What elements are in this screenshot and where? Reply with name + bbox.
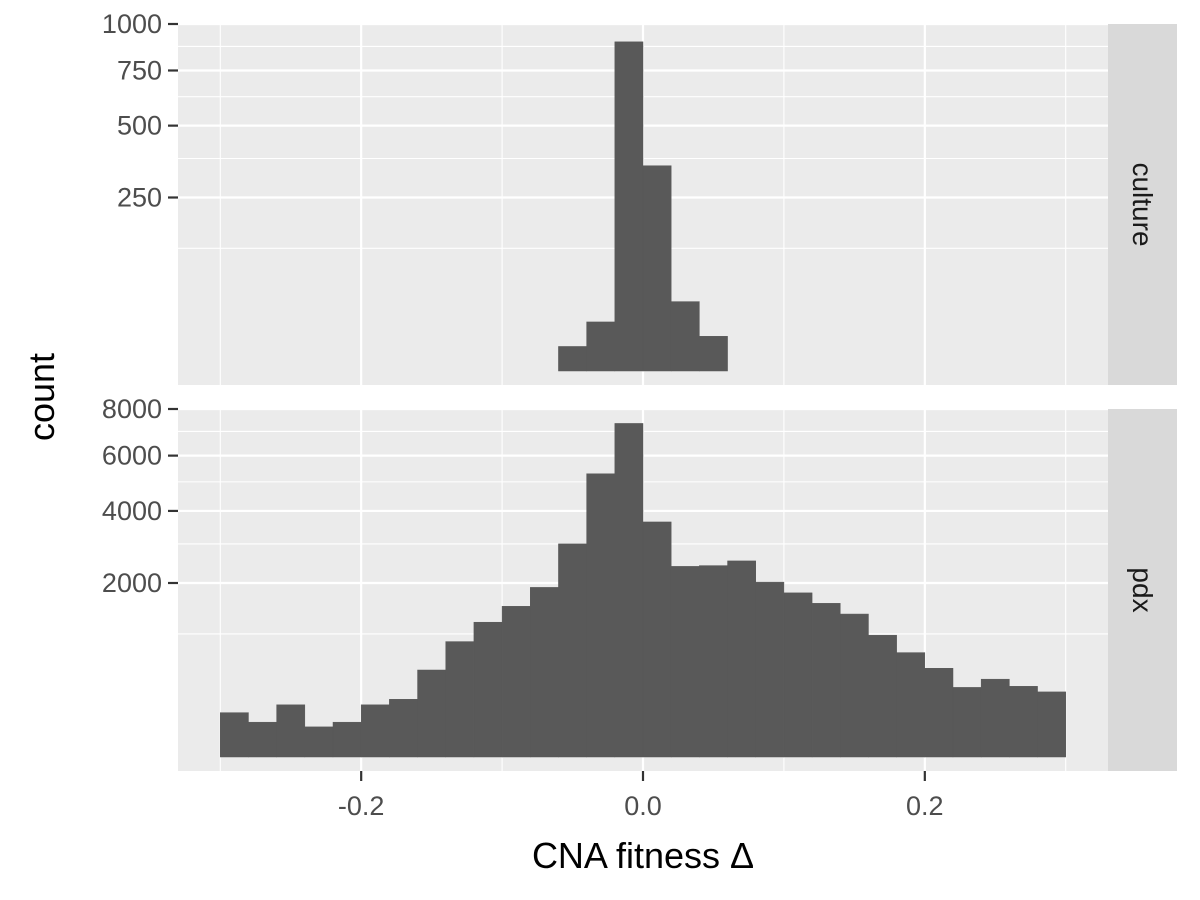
histogram-bar	[276, 704, 306, 758]
histogram-bar	[360, 704, 390, 758]
histogram-bar	[699, 336, 728, 372]
histogram-bar	[417, 669, 446, 758]
histogram-bar	[530, 587, 559, 758]
y-tick-label: 750	[117, 55, 162, 85]
histogram-bar	[811, 603, 841, 758]
histogram-bar	[952, 687, 982, 758]
histogram-bar	[445, 641, 475, 758]
histogram-bar	[586, 473, 616, 758]
histogram-bar	[586, 321, 616, 372]
histogram-bar	[783, 592, 813, 758]
histogram-bar	[1037, 691, 1066, 758]
histogram-bar	[501, 606, 531, 758]
x-tick-label: 0.0	[624, 791, 662, 821]
histogram-bar	[670, 566, 700, 758]
y-axis-title: count	[21, 353, 62, 441]
histogram-bar	[1009, 686, 1038, 758]
histogram-bar	[840, 613, 869, 758]
histogram-bar	[896, 652, 926, 758]
y-tick-label: 8000	[102, 394, 162, 424]
histogram-bar	[558, 346, 587, 372]
facet-strip-label: pdx	[1127, 567, 1158, 612]
histogram-bar	[642, 521, 672, 758]
facet-panels: 250 500 750 1000 culture 2000 4000 6000 8000 pdx	[102, 9, 1177, 771]
facet-panel-pdx: 2000 4000 6000 8000 pdx	[102, 394, 1177, 771]
histogram-bar	[220, 712, 249, 758]
histogram-bar	[699, 565, 728, 758]
x-tick-label: -0.2	[338, 791, 385, 821]
histogram-bar	[473, 621, 503, 758]
histogram-bar	[924, 668, 954, 758]
histogram-bar	[304, 726, 334, 758]
histogram-bar	[389, 699, 418, 758]
y-tick-label: 2000	[102, 568, 162, 598]
x-axis: -0.2 0.0 0.2	[338, 771, 944, 821]
histogram-bar	[642, 165, 672, 372]
facet-strip	[1108, 24, 1177, 385]
facet-strip	[1108, 409, 1177, 771]
y-tick-label: 500	[117, 111, 162, 141]
histogram-bar	[980, 678, 1010, 758]
facet-strip-label: culture	[1127, 162, 1158, 246]
histogram-bar	[868, 634, 897, 758]
histogram-bar	[755, 581, 785, 758]
histogram-bar	[248, 721, 277, 758]
x-tick-label: 0.2	[906, 791, 944, 821]
histogram-bar	[727, 560, 756, 758]
histogram-bar	[332, 721, 362, 758]
y-tick-label: 250	[117, 183, 162, 213]
histogram-bar	[614, 423, 644, 758]
x-axis-title: CNA fitness Δ	[532, 835, 754, 876]
y-tick-label: 6000	[102, 441, 162, 471]
histogram-bar	[614, 41, 644, 372]
y-tick-label: 4000	[102, 496, 162, 526]
histogram-bar	[558, 543, 587, 758]
y-tick-label: 1000	[102, 9, 162, 39]
histogram-bar	[670, 301, 700, 372]
facet-panel-culture: 250 500 750 1000 culture	[102, 9, 1177, 385]
